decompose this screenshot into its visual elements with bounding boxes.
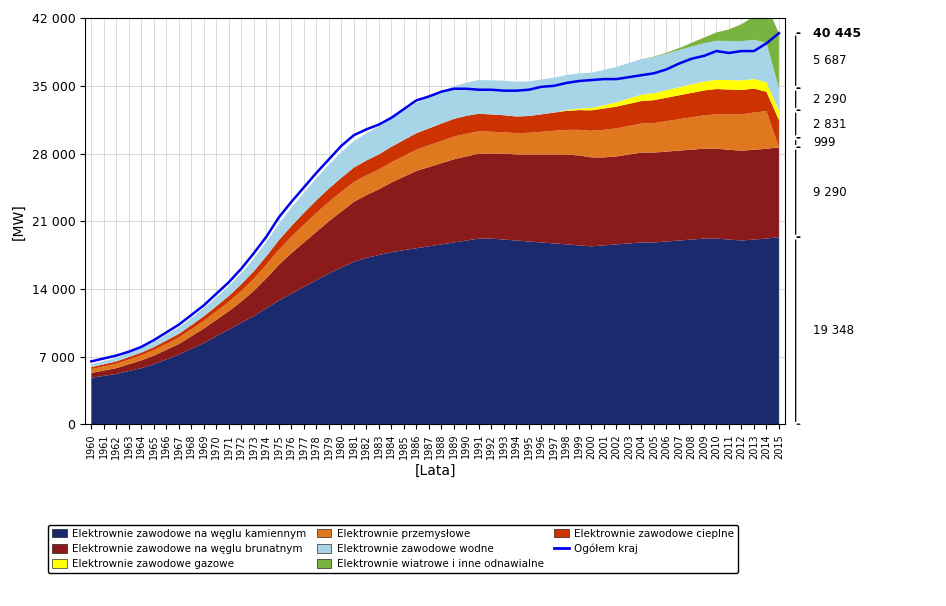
Text: 999: 999 [814, 136, 835, 149]
Text: 5 687: 5 687 [814, 54, 847, 67]
Text: 2 290: 2 290 [814, 93, 847, 106]
Y-axis label: [MW]: [MW] [12, 203, 26, 239]
Legend: Elektrownie zawodowe na węglu kamiennym, Elektrownie zawodowe na węglu brunatnym: Elektrownie zawodowe na węglu kamiennym,… [48, 525, 738, 573]
Text: 40 445: 40 445 [814, 27, 861, 40]
Text: 2 831: 2 831 [814, 118, 847, 130]
X-axis label: [Lata]: [Lata] [414, 464, 456, 478]
Text: 19 348: 19 348 [814, 324, 854, 337]
Text: 9 290: 9 290 [814, 186, 847, 199]
